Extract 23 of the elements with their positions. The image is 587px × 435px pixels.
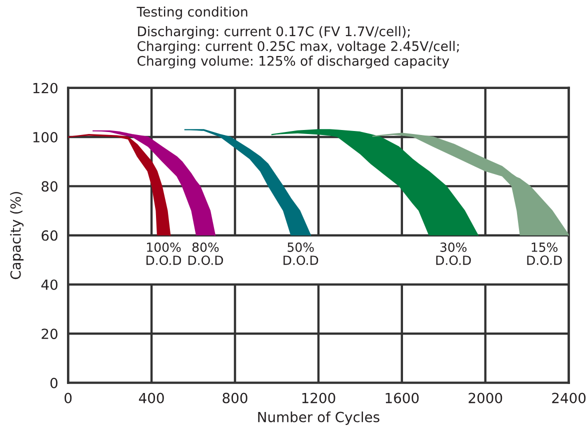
x-tick-label: 2000 bbox=[468, 392, 502, 404]
x-tick-label: 1200 bbox=[302, 392, 336, 404]
annotation: 80% D.O.D bbox=[188, 242, 224, 266]
x-tick-label: 2400 bbox=[552, 392, 586, 404]
y-tick-label: 100 bbox=[33, 132, 58, 142]
y-tick-label: 20 bbox=[42, 328, 58, 340]
annotation: 50% D.O.D bbox=[284, 242, 318, 266]
chart-subtitle: Discharging: current 0.17C (FV 1.7V/cell); Charging: current 0.25C max, voltage 2.45V/cell; Charging volume: 125% of discharged capacity bbox=[138, 26, 459, 68]
y-tick-label: 60 bbox=[42, 230, 58, 241]
y-tick-label: 80 bbox=[42, 181, 58, 192]
annotation: 15% D.O.D bbox=[527, 242, 562, 266]
y-tick-label: 0 bbox=[50, 378, 58, 388]
x-tick-label: 0 bbox=[64, 392, 72, 404]
y-axis-title: Capacity (%) bbox=[10, 192, 24, 280]
chart-title: Testing condition bbox=[136, 6, 248, 20]
annotation: 100% D.O.D bbox=[146, 242, 182, 266]
x-tick-label: 400 bbox=[138, 392, 164, 404]
annotation: 30% D.O.D bbox=[436, 242, 471, 266]
x-axis-title: Number of Cycles bbox=[258, 412, 380, 425]
y-tick-label: 120 bbox=[33, 82, 58, 94]
x-tick-label: 800 bbox=[222, 392, 248, 404]
y-tick-label: 40 bbox=[41, 279, 58, 290]
x-tick-label: 1600 bbox=[386, 392, 419, 404]
